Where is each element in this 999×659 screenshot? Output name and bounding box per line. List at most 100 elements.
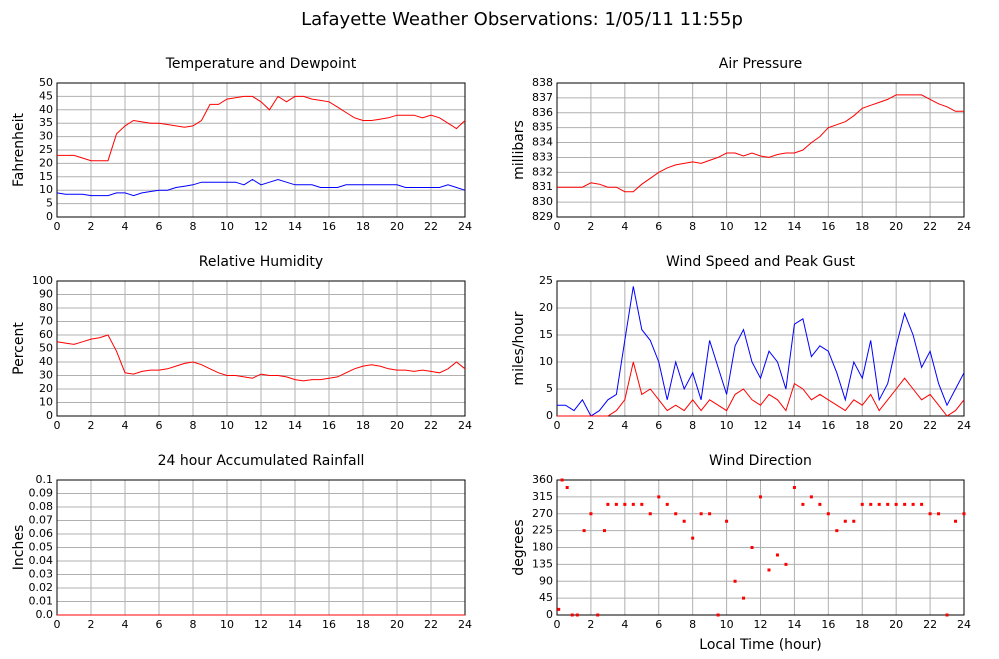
y-tick-label: 100: [32, 274, 53, 287]
x-tick-label: 22: [923, 419, 937, 432]
y-tick-label: 835: [532, 121, 553, 134]
x-tick-label: 0: [54, 618, 61, 631]
x-tick-label: 12: [254, 618, 268, 631]
data-point: [835, 529, 839, 533]
data-point: [725, 519, 729, 523]
x-tick-label: 22: [424, 618, 438, 631]
y-tick-label: 10: [39, 396, 53, 409]
chart-title: Wind Speed and Peak Gust: [666, 254, 855, 270]
x-tick-label: 24: [957, 220, 971, 233]
x-tick-label: 6: [655, 419, 662, 432]
x-tick-label: 2: [587, 220, 594, 233]
x-tick-label: 10: [220, 220, 234, 233]
y-tick-label: 0.01: [29, 595, 54, 608]
x-tick-label: 2: [587, 419, 594, 432]
y-tick-label: 0.04: [29, 554, 54, 567]
data-point: [920, 502, 924, 506]
x-tick-label: 10: [720, 618, 734, 631]
plot-frame: [556, 82, 965, 218]
x-tick-label: 16: [821, 419, 835, 432]
data-point: [691, 536, 695, 540]
data-point: [750, 546, 754, 549]
x-tick-label: 18: [356, 220, 370, 233]
y-tick-label: 70: [39, 315, 53, 328]
y-tick-label: 0.03: [29, 568, 54, 581]
y-tick-label: 90: [39, 288, 53, 301]
data-point: [877, 502, 881, 506]
y-tick-label: 30: [39, 369, 53, 382]
y-tick-label: 50: [39, 342, 53, 355]
y-tick-label: 10: [39, 183, 53, 196]
data-point: [708, 512, 712, 516]
data-line: [557, 361, 965, 417]
x-tick-label: 4: [621, 220, 628, 233]
data-point: [589, 512, 593, 516]
x-tick-label: 14: [787, 220, 801, 233]
y-axis-label: millibars: [511, 120, 527, 180]
y-axis-label: Percent: [11, 322, 27, 375]
x-tick-label: 24: [458, 220, 472, 233]
x-tick-label: 14: [288, 618, 302, 631]
data-point: [648, 512, 652, 516]
y-tick-label: 0.0: [36, 608, 54, 621]
x-tick-label: 2: [88, 419, 95, 432]
chart-title: Air Pressure: [719, 56, 802, 72]
x-tick-label: 16: [322, 220, 336, 233]
data-point: [852, 519, 856, 523]
data-point: [954, 519, 958, 523]
data-point: [759, 495, 762, 499]
data-point: [792, 486, 796, 489]
y-tick-label: 831: [532, 180, 553, 193]
y-tick-label: 832: [532, 165, 553, 178]
x-tick-label: 0: [554, 419, 561, 432]
x-tick-label: 20: [390, 220, 404, 233]
x-tick-label: 6: [156, 618, 163, 631]
y-tick-label: 225: [532, 524, 553, 537]
y-tick-label: 0: [546, 409, 553, 422]
y-tick-label: 35: [39, 116, 53, 129]
data-point: [894, 502, 898, 506]
y-tick-label: 0.08: [29, 500, 54, 513]
y-tick-label: 30: [39, 130, 53, 143]
y-tick-label: 5: [46, 197, 53, 210]
y-tick-label: 50: [39, 76, 53, 89]
y-tick-label: 15: [39, 170, 53, 183]
data-point: [631, 502, 635, 506]
x-tick-label: 14: [288, 419, 302, 432]
data-point: [869, 502, 873, 506]
data-line: [56, 334, 466, 382]
data-line: [57, 95, 466, 162]
y-tick-label: 60: [39, 328, 53, 341]
x-tick-label: 18: [855, 618, 869, 631]
x-tick-label: 4: [122, 419, 129, 432]
data-point: [826, 512, 830, 516]
data-point: [699, 512, 703, 516]
x-tick-label: 24: [957, 419, 971, 432]
data-point: [602, 529, 606, 533]
x-tick-label: 6: [655, 618, 662, 631]
y-tick-label: 0.05: [29, 541, 54, 554]
y-tick-label: 830: [532, 195, 553, 208]
x-tick-label: 14: [288, 220, 302, 233]
data-point: [775, 553, 779, 557]
data-point: [570, 613, 574, 617]
y-axis-label: degrees: [511, 519, 527, 575]
x-tick-label: 0: [554, 618, 561, 631]
y-tick-label: 20: [539, 301, 553, 314]
data-point: [860, 502, 864, 506]
x-tick-label: 10: [220, 419, 234, 432]
x-tick-label: 20: [889, 220, 903, 233]
data-point: [937, 512, 941, 516]
x-tick-label: 12: [254, 220, 268, 233]
x-tick-label: 4: [122, 220, 129, 233]
data-point: [886, 502, 890, 506]
x-tick-label: 2: [587, 618, 594, 631]
y-tick-label: 20: [39, 382, 53, 395]
data-point: [582, 529, 586, 533]
x-tick-label: 24: [458, 419, 472, 432]
x-tick-label: 8: [190, 419, 197, 432]
chart-title: Temperature and Dewpoint: [165, 56, 357, 72]
x-tick-label: 16: [322, 419, 336, 432]
x-tick-label: 12: [754, 419, 768, 432]
data-point: [657, 495, 661, 499]
